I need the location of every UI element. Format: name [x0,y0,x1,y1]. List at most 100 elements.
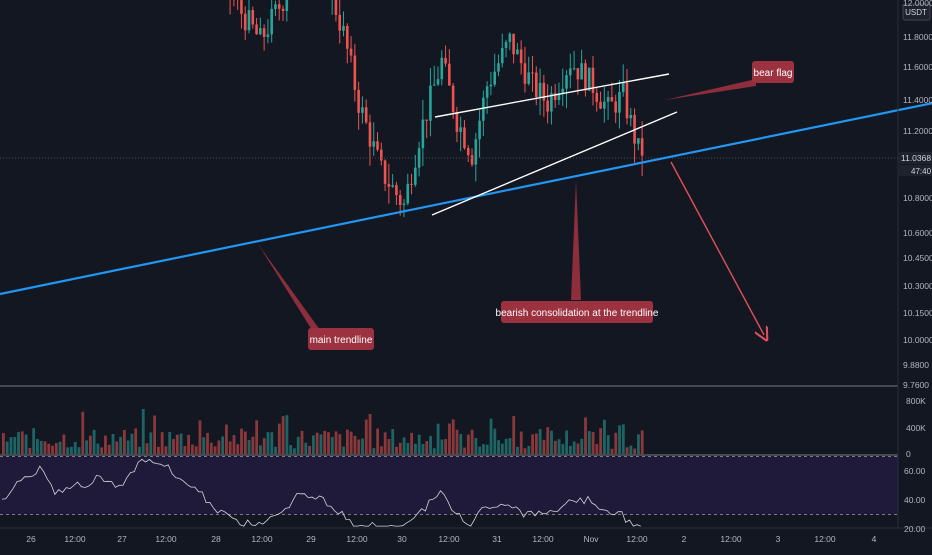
candle-body [436,79,440,85]
volume-bar [191,444,194,454]
candle-body [489,84,493,87]
bear-flag-label-text: bear flag [754,68,793,79]
volume-bar [550,430,553,454]
price-tick-label: 10.6000 [903,228,932,238]
main-trendline [0,102,932,296]
price-tick-label: 11.4000 [903,95,932,105]
time-tick-label: 12:00 [532,534,554,544]
candle-body [243,13,247,31]
candle-body [637,138,640,144]
volume-bar [36,439,39,454]
volume-bar [342,446,345,454]
volume-bar [561,444,565,454]
rsi-line [1,458,641,527]
volume-bar [156,446,160,454]
volume-bar [432,448,436,454]
candle-body [342,25,345,31]
volume-bar [599,428,603,454]
candle-body [546,100,549,112]
volume-bar [153,415,156,454]
time-tick-label: 12:00 [155,534,177,544]
volume-bar [334,431,338,454]
volume-bar [255,420,259,454]
price-pane[interactable] [0,0,898,218]
volume-bar [448,423,451,454]
volume-bar [47,443,51,454]
volume-bar [455,429,459,454]
price-tick-label: 10.0000 [903,335,932,345]
volume-bar [402,437,406,454]
volume-bar [618,425,621,454]
volume-bar [247,440,251,454]
candle-body [561,88,565,94]
candle-body [255,24,258,35]
volume-bar [198,420,202,454]
volume-bar [478,446,482,454]
volume-bar [262,438,266,454]
candle-body [259,28,262,35]
volume-bar [5,441,9,454]
volume-bar [625,447,629,454]
volume-bar [338,434,342,454]
price-tick-label: 11.6000 [903,62,932,72]
volume-bar [444,438,448,454]
volume-bar [580,438,584,454]
candle-body [482,97,485,121]
candle-body [406,183,410,204]
candle-body [451,85,455,113]
volume-bar [417,434,421,454]
volume-bar [493,428,497,454]
candle-body [621,82,625,92]
bear-flag-label-bg [752,61,794,83]
volume-bar [516,446,519,454]
volume-bar [565,430,569,454]
candle-body [240,0,243,14]
candle-body [459,127,462,132]
volume-bar [62,434,66,454]
volume-tick-label: 0 [906,449,911,459]
candle-body [281,8,285,12]
volume-bar [51,445,54,454]
candle-body [493,71,496,85]
volume-bar [470,429,474,454]
volume-bar [323,430,327,454]
candle-body [395,185,398,196]
candle-body [591,67,595,93]
volume-bar [372,448,376,454]
bearish-consolidation-label-bg [501,301,653,323]
volume-bar [126,440,130,454]
candle-body [402,203,406,205]
volume-bar [293,448,296,454]
volume-bar [440,439,444,454]
volume-bar [183,446,187,454]
volume-bar [172,438,175,454]
candle-body [429,85,432,121]
volume-bar [425,441,429,454]
volume-tick-label: 800K [906,396,926,406]
drawing-overlay[interactable]: bear flag main trendline bearish consolida… [0,61,932,350]
candle-body [565,75,568,89]
volume-bar [519,431,523,454]
volume-bar [270,432,274,454]
bearish-consolidation-label-text: bearish consolidation at the trendline [496,308,659,319]
candle-body [277,4,281,9]
volume-bar [209,442,213,454]
time-tick-label: 30 [397,534,407,544]
volume-bar [459,434,463,454]
bearish-consolidation-label: bearish consolidation at the trendline [496,301,659,323]
candle-body [599,101,602,109]
volume-bar [134,428,138,454]
volume-bar [489,418,493,454]
volume-bar [357,439,361,454]
volume-bar [504,438,508,454]
candle-body [595,92,599,102]
volume-bar [361,438,364,454]
price-tick-label: 10.3000 [903,281,932,291]
time-tick-label: 12:00 [626,534,648,544]
candle-body [527,72,531,84]
candle-body [478,120,481,140]
candle-body [251,10,255,25]
volume-bar [187,434,191,454]
